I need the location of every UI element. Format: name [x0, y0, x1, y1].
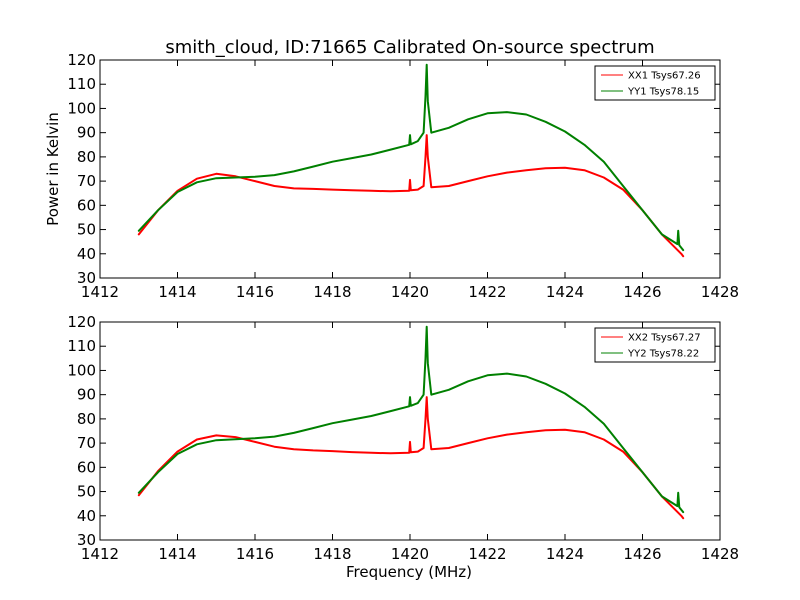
bottom-x-tick-label: 1412	[81, 545, 119, 563]
bottom-series-line-2	[137, 325, 685, 514]
bottom-x-tick-label: 1424	[546, 545, 584, 563]
bottom-legend-label-1: XX2 Tsys67.27	[628, 333, 701, 344]
top-y-tick-label: 30	[77, 269, 96, 287]
bottom-y-tick-label: 120	[67, 313, 96, 331]
bottom-x-tick-label: 1428	[701, 545, 739, 563]
bottom-y-tick-label: 110	[67, 337, 96, 355]
bottom-series-line-1	[137, 396, 685, 520]
chart-title: smith_cloud, ID:71665 Calibrated On-sour…	[165, 37, 654, 58]
top-legend-label-2: YY1 Tsys78.15	[627, 87, 699, 98]
bottom-x-axis-label: Frequency (MHz)	[346, 563, 472, 581]
top-y-tick-label: 100	[67, 99, 96, 117]
bottom-x-tick-label: 1418	[313, 545, 351, 563]
top-legend-box	[594, 65, 716, 101]
top-x-tick-label: 1426	[623, 283, 661, 301]
top-y-tick-label: 90	[77, 124, 96, 142]
top-x-tick-label: 1416	[236, 283, 274, 301]
bottom-x-tick-label: 1426	[623, 545, 661, 563]
bottom-legend: XX2 Tsys67.27 YY2 Tsys78.22	[594, 327, 716, 363]
top-x-tick-label: 1414	[158, 283, 196, 301]
top-x-tick-label: 1412	[81, 283, 119, 301]
top-panel: 1412 1414 1416 1418 1420 1422 1424 1426 1428 30 40…	[44, 51, 739, 301]
top-y-tick-label: 120	[67, 51, 96, 69]
top-y-tick-label: 60	[77, 196, 96, 214]
bottom-x-tick-label: 1420	[391, 545, 429, 563]
top-y-axis-label: Power in Kelvin	[44, 112, 62, 226]
bottom-x-tick-label: 1416	[236, 545, 274, 563]
bottom-panel: 1412 1414 1416 1418 1420 1422 1424 1426 1428 30 40…	[67, 313, 739, 581]
bottom-y-tick-label: 80	[77, 410, 96, 428]
bottom-y-tick-label: 90	[77, 386, 96, 404]
top-y-tick-label: 80	[77, 148, 96, 166]
bottom-y-tick-label: 40	[77, 507, 96, 525]
top-legend-label-1: XX1 Tsys67.26	[628, 71, 701, 82]
top-y-tick-label: 110	[67, 75, 96, 93]
bottom-x-tick-label: 1414	[158, 545, 196, 563]
top-series-line-1	[137, 134, 685, 258]
bottom-y-tick-label: 100	[67, 361, 96, 379]
top-y-tick-label: 70	[77, 172, 96, 190]
bottom-y-tick-label: 50	[77, 483, 96, 501]
bottom-y-tick-label: 60	[77, 458, 96, 476]
top-x-tick-label: 1418	[313, 283, 351, 301]
top-series-line-2	[137, 63, 685, 252]
top-x-tick-label: 1428	[701, 283, 739, 301]
top-y-tick-label: 50	[77, 221, 96, 239]
top-x-tick-label: 1424	[546, 283, 584, 301]
bottom-legend-label-2: YY2 Tsys78.22	[627, 349, 699, 360]
bottom-x-tick-label: 1422	[468, 545, 506, 563]
bottom-y-tick-label: 70	[77, 434, 96, 452]
bottom-legend-box	[594, 327, 716, 363]
top-y-tick-label: 40	[77, 245, 96, 263]
top-x-tick-label: 1422	[468, 283, 506, 301]
top-legend: XX1 Tsys67.26 YY1 Tsys78.15	[594, 65, 716, 101]
bottom-y-tick-label: 30	[77, 531, 96, 549]
top-x-tick-label: 1420	[391, 283, 429, 301]
